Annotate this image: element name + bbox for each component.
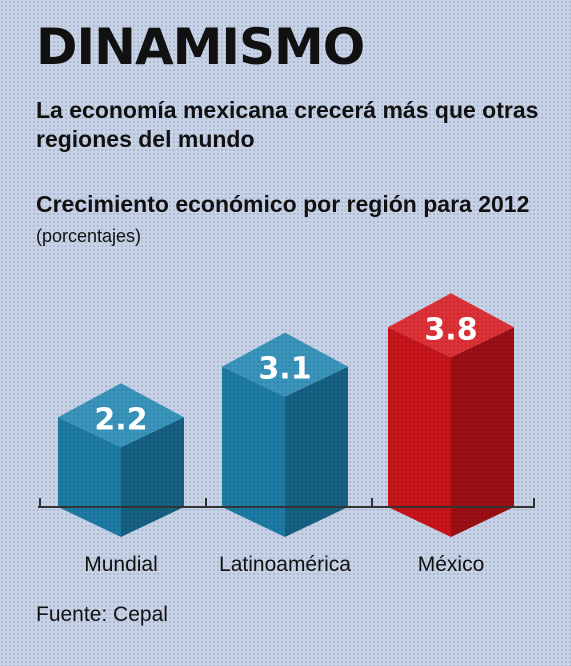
category-label: México: [418, 553, 485, 576]
bar-texture: [388, 293, 514, 537]
bar-texture: [222, 332, 348, 537]
chart-title: DINAMISMO: [36, 18, 365, 76]
bar: [222, 332, 348, 537]
source-note: Fuente: Cepal: [36, 603, 168, 626]
bar-value-label: 2.2: [94, 402, 147, 437]
bar-value-label: 3.1: [258, 352, 311, 387]
chart-unit: (porcentajes): [36, 225, 142, 246]
chart-subtitle: La economía mexicana crecerá más que otr…: [36, 97, 539, 152]
category-label: Mundial: [84, 553, 158, 576]
chart-heading: Crecimiento económico por región para 20…: [36, 190, 556, 250]
bar: [388, 293, 514, 537]
category-label: Latinoamérica: [219, 553, 351, 576]
bar-value-label: 3.8: [424, 312, 477, 347]
bar-texture: [58, 383, 184, 537]
chart-heading-text: Crecimiento económico por región para 20…: [36, 191, 530, 217]
